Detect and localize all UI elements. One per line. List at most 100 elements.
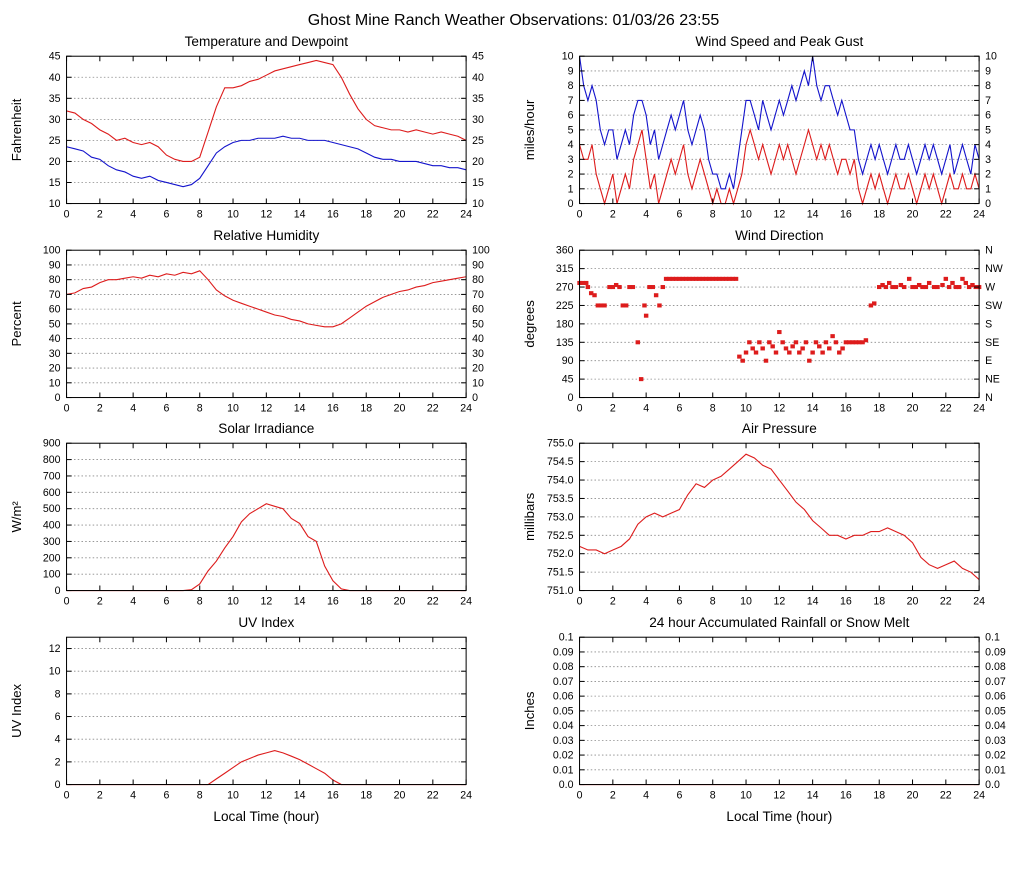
- svg-text:135: 135: [555, 337, 573, 349]
- svg-text:2: 2: [97, 790, 103, 802]
- svg-text:18: 18: [360, 596, 372, 608]
- svg-text:20: 20: [472, 362, 484, 374]
- rainfall-svg: 0.0 0.0 0.01 0.01 0.02 0.02 0.03 0.03 0.04 0.04 0.…: [522, 615, 1006, 824]
- svg-text:0.04: 0.04: [985, 720, 1006, 732]
- svg-text:22: 22: [939, 790, 951, 802]
- svg-text:6: 6: [567, 110, 573, 122]
- svg-text:45: 45: [472, 51, 484, 63]
- svg-text:0.07: 0.07: [985, 676, 1006, 688]
- svg-text:20: 20: [394, 402, 406, 414]
- svg-text:UV Index: UV Index: [238, 615, 294, 630]
- chart-wind-speed-gust: 0 0 1 1 2 2 3 3 4 4 5 5 6 6 7 7 8 8 9 9 10 10 0 2 4 6 8 10 12 14 16 18 2…: [521, 32, 1020, 226]
- svg-text:14: 14: [806, 402, 818, 414]
- chart-uv-index: 0 2 4 6 8 10 12 0 2 4 6 8 10 12 14 16 18 20 22 24 UV Index UV…: [8, 613, 507, 829]
- svg-text:800: 800: [43, 455, 61, 467]
- svg-text:Local Time (hour): Local Time (hour): [213, 809, 319, 824]
- svg-text:24: 24: [460, 402, 472, 414]
- svg-text:0: 0: [576, 402, 582, 414]
- svg-text:16: 16: [327, 402, 339, 414]
- svg-text:4: 4: [643, 790, 649, 802]
- page-title: Ghost Mine Ranch Weather Observations: 0…: [307, 12, 720, 29]
- svg-text:4: 4: [567, 139, 573, 151]
- svg-text:16: 16: [840, 596, 852, 608]
- svg-text:100: 100: [43, 244, 61, 256]
- svg-text:12: 12: [773, 790, 785, 802]
- svg-text:8: 8: [709, 596, 715, 608]
- svg-text:degrees: degrees: [522, 299, 537, 347]
- svg-text:12: 12: [260, 790, 272, 802]
- svg-text:35: 35: [49, 93, 61, 105]
- svg-text:50: 50: [49, 318, 61, 330]
- svg-text:9: 9: [985, 65, 991, 77]
- svg-text:NE: NE: [985, 373, 1000, 385]
- svg-text:40: 40: [472, 333, 484, 345]
- svg-text:4: 4: [643, 402, 649, 414]
- svg-text:14: 14: [294, 790, 306, 802]
- svg-text:80: 80: [472, 274, 484, 286]
- svg-text:0.09: 0.09: [985, 647, 1006, 659]
- svg-text:0.04: 0.04: [552, 720, 573, 732]
- svg-text:2: 2: [609, 402, 615, 414]
- svg-text:14: 14: [294, 596, 306, 608]
- svg-text:1: 1: [985, 183, 991, 195]
- svg-text:6: 6: [163, 402, 169, 414]
- svg-text:0.09: 0.09: [552, 647, 573, 659]
- svg-text:millibars: millibars: [522, 493, 537, 542]
- svg-text:4: 4: [130, 209, 136, 221]
- svg-text:14: 14: [294, 402, 306, 414]
- svg-text:12: 12: [773, 596, 785, 608]
- svg-text:1: 1: [567, 183, 573, 195]
- svg-text:270: 270: [555, 281, 573, 293]
- svg-text:0: 0: [55, 392, 61, 404]
- svg-text:0.02: 0.02: [552, 750, 573, 762]
- svg-text:6: 6: [163, 596, 169, 608]
- svg-text:15: 15: [472, 177, 484, 189]
- svg-text:0: 0: [576, 790, 582, 802]
- svg-text:5: 5: [567, 124, 573, 136]
- svg-text:8: 8: [709, 790, 715, 802]
- svg-text:2: 2: [567, 169, 573, 181]
- svg-text:10: 10: [740, 402, 752, 414]
- svg-text:6: 6: [163, 790, 169, 802]
- svg-text:200: 200: [43, 553, 61, 565]
- svg-text:754.0: 754.0: [547, 475, 574, 487]
- svg-text:35: 35: [472, 93, 484, 105]
- svg-text:30: 30: [49, 348, 61, 360]
- svg-text:700: 700: [43, 471, 61, 483]
- svg-text:22: 22: [939, 596, 951, 608]
- svg-text:12: 12: [773, 209, 785, 221]
- svg-text:6: 6: [163, 209, 169, 221]
- svg-text:0: 0: [64, 209, 70, 221]
- svg-text:8: 8: [985, 80, 991, 92]
- svg-text:225: 225: [555, 300, 573, 312]
- svg-text:90: 90: [49, 259, 61, 271]
- svg-text:22: 22: [427, 790, 439, 802]
- svg-text:18: 18: [873, 402, 885, 414]
- svg-text:N: N: [985, 244, 993, 256]
- svg-text:0: 0: [985, 198, 991, 210]
- svg-text:10: 10: [49, 666, 61, 678]
- svg-text:24: 24: [460, 596, 472, 608]
- svg-text:2: 2: [609, 790, 615, 802]
- svg-text:90: 90: [561, 355, 573, 367]
- svg-text:10: 10: [49, 377, 61, 389]
- svg-text:60: 60: [472, 303, 484, 315]
- svg-text:10: 10: [740, 790, 752, 802]
- svg-text:10: 10: [49, 198, 61, 210]
- svg-text:12: 12: [260, 402, 272, 414]
- svg-text:4: 4: [985, 139, 991, 151]
- svg-text:2: 2: [97, 209, 103, 221]
- svg-text:8: 8: [197, 209, 203, 221]
- svg-text:10: 10: [740, 209, 752, 221]
- svg-text:22: 22: [427, 596, 439, 608]
- svg-text:30: 30: [472, 114, 484, 126]
- svg-text:8: 8: [197, 790, 203, 802]
- svg-text:12: 12: [773, 402, 785, 414]
- svg-text:0.02: 0.02: [985, 750, 1006, 762]
- svg-text:45: 45: [561, 373, 573, 385]
- svg-text:0.05: 0.05: [552, 706, 573, 718]
- svg-text:40: 40: [472, 72, 484, 84]
- svg-text:3: 3: [985, 154, 991, 166]
- svg-text:6: 6: [676, 790, 682, 802]
